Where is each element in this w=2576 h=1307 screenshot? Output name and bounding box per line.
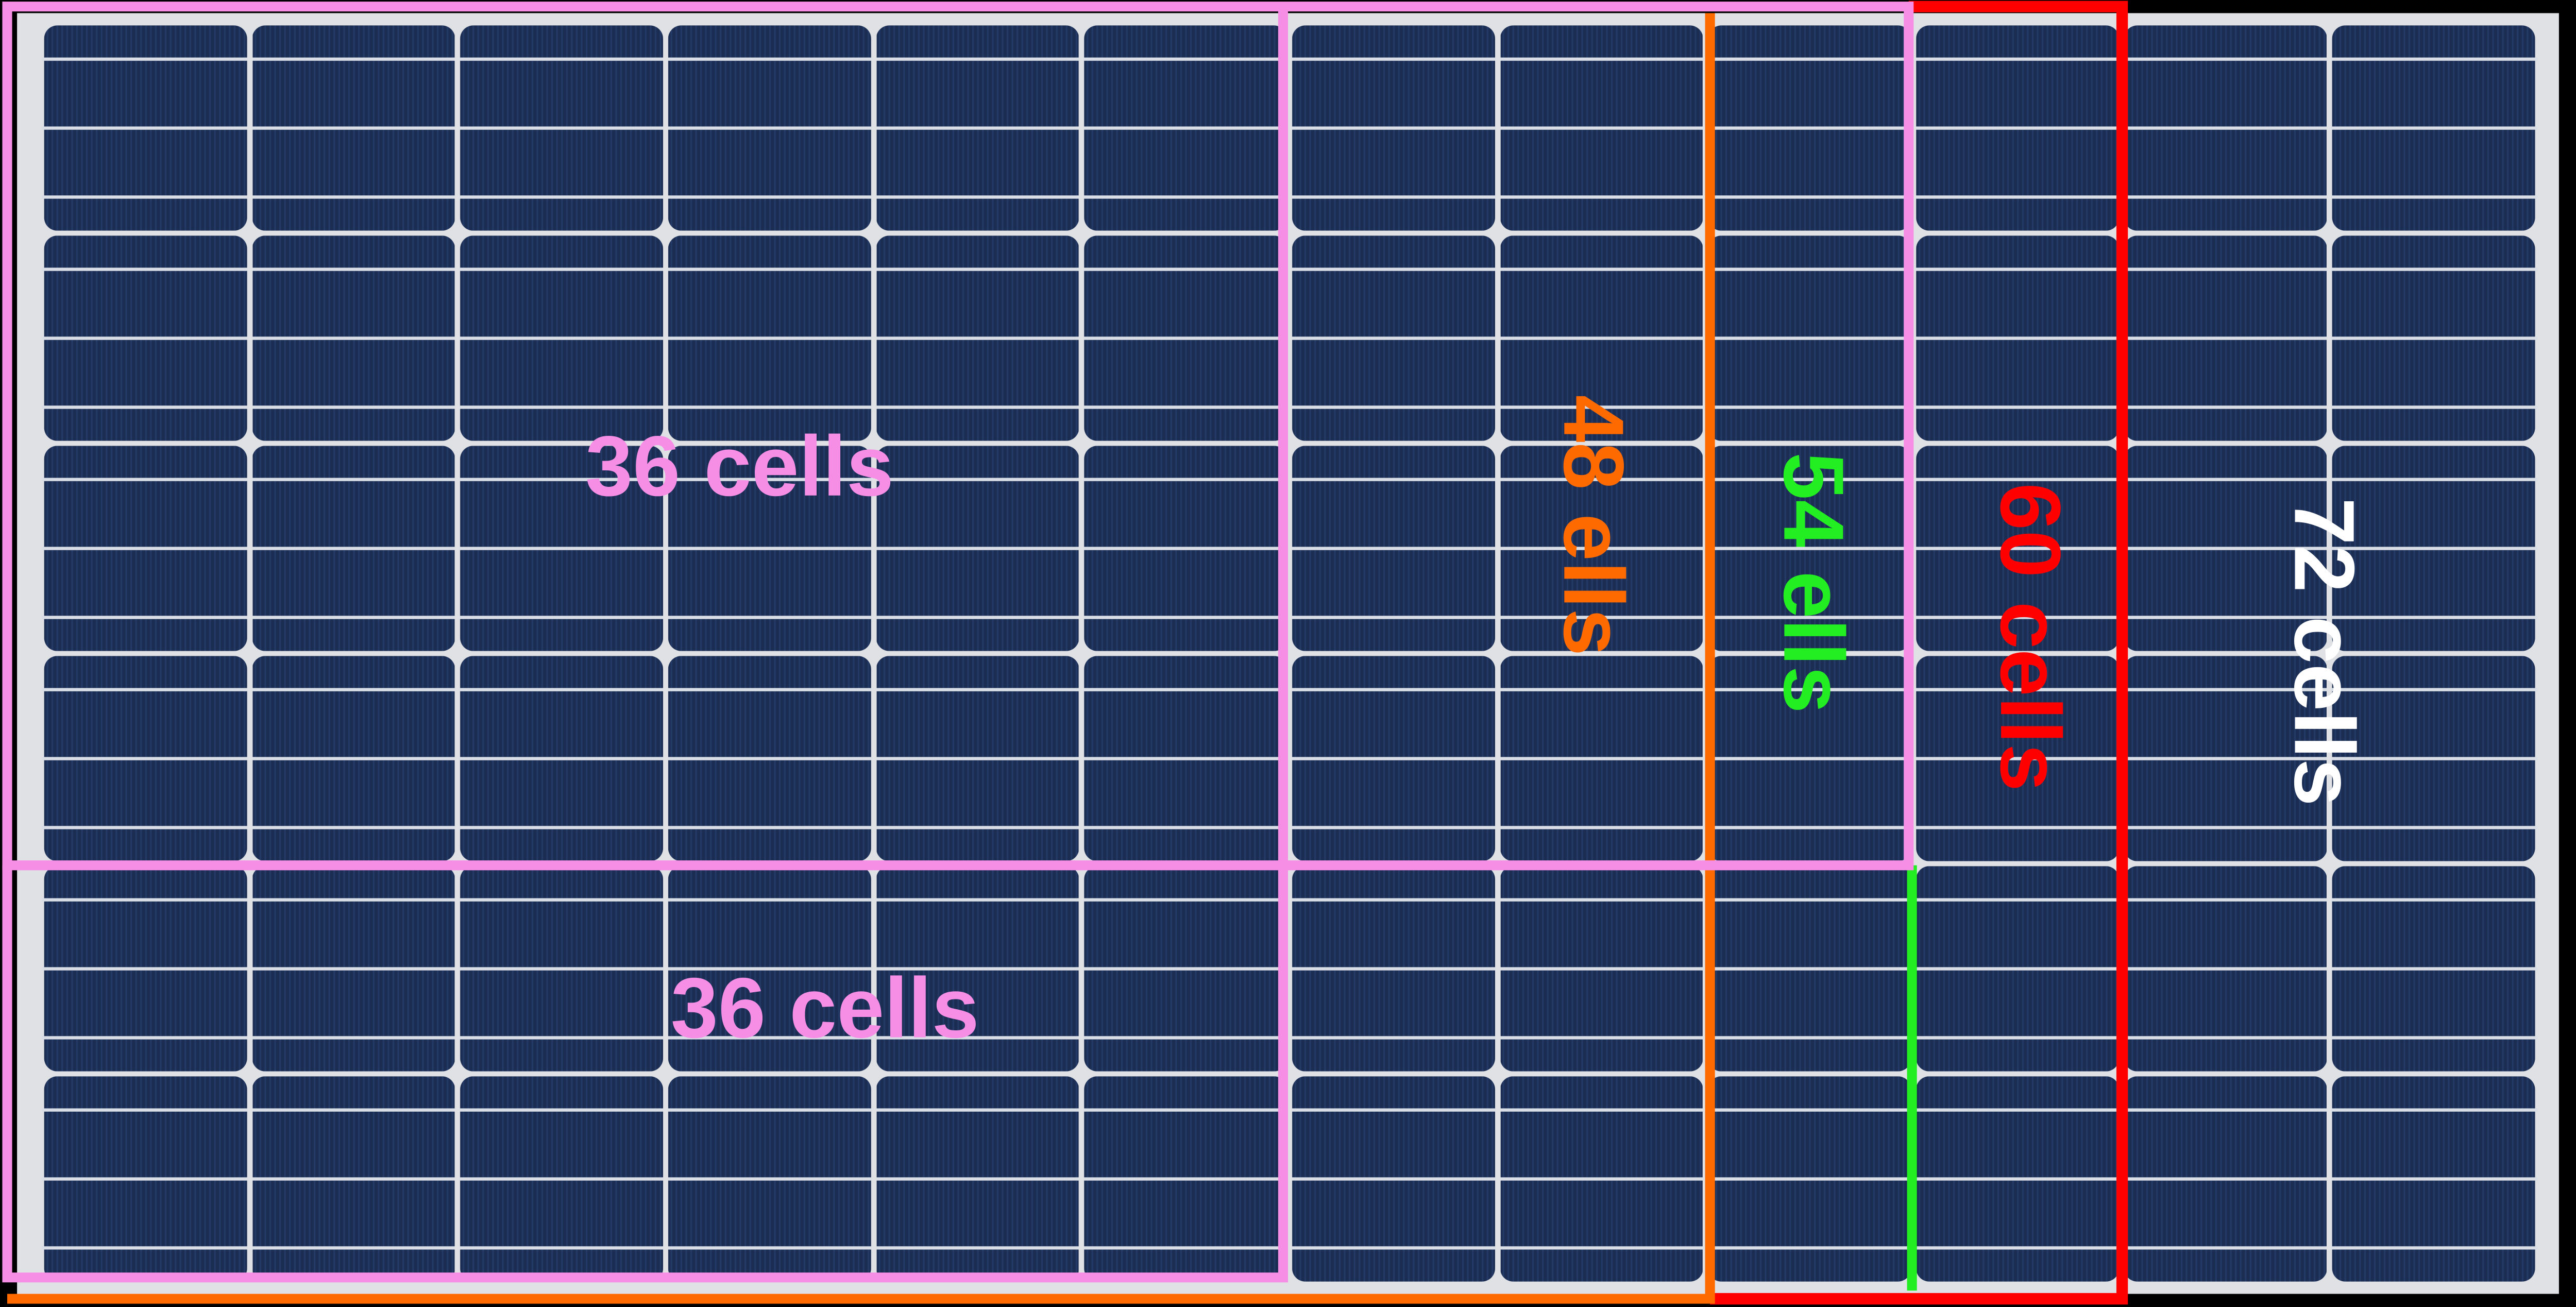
label-36-bottom: 36 cells	[671, 960, 979, 1056]
outline-48	[7, 13, 1715, 1304]
outline-36-top	[2, 2, 1914, 871]
label-36-top: 36 cells	[585, 419, 894, 514]
label-60: 60 cells	[1982, 483, 2078, 791]
label-72: 72 cells	[2277, 498, 2372, 806]
label-54: 54 ells	[1766, 452, 1861, 714]
outline-36-bottom	[2, 6, 1288, 1283]
label-48: 48 ells	[1546, 395, 1641, 656]
outline-60	[1710, 1, 2128, 1305]
